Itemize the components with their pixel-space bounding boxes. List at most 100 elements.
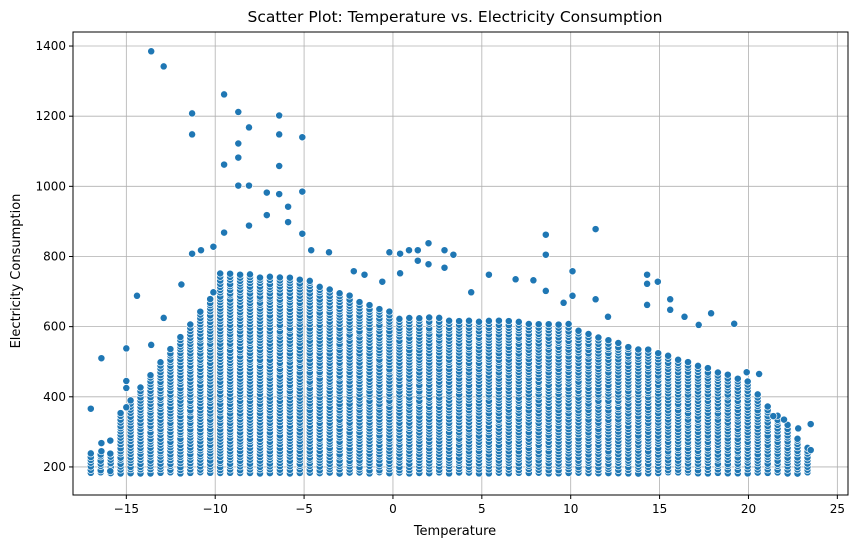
data-point bbox=[449, 250, 458, 259]
data-point bbox=[262, 188, 271, 197]
data-point bbox=[594, 333, 603, 342]
data-point bbox=[484, 316, 493, 325]
y-tick-label: 200 bbox=[43, 460, 66, 474]
data-point bbox=[245, 181, 253, 190]
data-point bbox=[666, 295, 675, 304]
data-point bbox=[440, 263, 449, 272]
data-point bbox=[524, 320, 533, 328]
data-point bbox=[126, 396, 135, 405]
data-point bbox=[541, 230, 550, 239]
data-point bbox=[196, 307, 205, 316]
data-point bbox=[106, 449, 115, 458]
data-point bbox=[245, 123, 253, 132]
data-point bbox=[425, 313, 434, 322]
data-point bbox=[122, 344, 131, 353]
data-point bbox=[455, 317, 464, 326]
data-point bbox=[246, 270, 254, 279]
data-point bbox=[116, 409, 125, 418]
data-point bbox=[284, 218, 293, 227]
data-point bbox=[780, 415, 788, 424]
data-point bbox=[220, 160, 229, 169]
data-point bbox=[295, 275, 304, 284]
data-point bbox=[209, 288, 218, 297]
data-point bbox=[365, 301, 374, 310]
data-point bbox=[396, 269, 405, 278]
data-point bbox=[147, 340, 156, 349]
x-tick-label: 15 bbox=[652, 502, 667, 516]
data-point bbox=[405, 246, 413, 255]
x-tick-label: 10 bbox=[563, 502, 578, 516]
data-point bbox=[559, 298, 568, 307]
chart-title: Scatter Plot: Temperature vs. Electricit… bbox=[247, 8, 662, 26]
data-point bbox=[106, 467, 115, 476]
data-point bbox=[680, 312, 689, 321]
y-tick-label: 600 bbox=[43, 320, 66, 334]
data-point bbox=[529, 276, 538, 285]
data-point bbox=[723, 370, 732, 379]
data-point bbox=[435, 313, 444, 322]
data-point bbox=[504, 317, 513, 326]
data-point bbox=[653, 277, 662, 286]
data-point bbox=[604, 312, 612, 321]
data-point bbox=[275, 162, 284, 170]
data-point bbox=[284, 202, 293, 211]
data-point bbox=[234, 139, 243, 148]
data-point bbox=[97, 447, 106, 456]
data-point bbox=[806, 446, 815, 455]
data-point bbox=[325, 248, 333, 257]
data-point bbox=[475, 317, 483, 326]
data-point bbox=[275, 273, 284, 282]
data-point bbox=[624, 343, 633, 352]
data-point bbox=[494, 316, 503, 325]
data-point bbox=[122, 384, 131, 392]
axis-ticks: −15 −10 −5 0 5 10 15 20 25 200 400 600 800 1000 1200 14… bbox=[35, 39, 845, 516]
data-point bbox=[234, 108, 243, 116]
data-point bbox=[375, 305, 384, 314]
data-point bbox=[106, 436, 115, 445]
data-point bbox=[707, 309, 716, 318]
data-point bbox=[534, 320, 543, 329]
data-point bbox=[378, 277, 387, 286]
data-point bbox=[666, 305, 675, 314]
data-point bbox=[122, 377, 131, 385]
data-point bbox=[188, 130, 197, 139]
data-point bbox=[514, 317, 523, 326]
data-point bbox=[186, 320, 195, 329]
data-point bbox=[360, 270, 369, 279]
data-point bbox=[694, 361, 702, 370]
data-point bbox=[794, 424, 803, 433]
data-point bbox=[568, 267, 577, 276]
data-point bbox=[166, 345, 175, 354]
data-point bbox=[664, 351, 673, 360]
data-point bbox=[298, 187, 307, 196]
data-point bbox=[684, 358, 692, 367]
data-point bbox=[159, 62, 168, 71]
y-axis-label: Electricity Consumption bbox=[9, 194, 24, 349]
data-point bbox=[262, 211, 271, 220]
data-point bbox=[122, 403, 131, 412]
data-point bbox=[234, 153, 243, 162]
data-point bbox=[643, 270, 652, 279]
data-point bbox=[769, 412, 778, 421]
data-point bbox=[634, 345, 643, 354]
data-point bbox=[644, 345, 653, 354]
data-point bbox=[541, 286, 550, 295]
x-tick-label: 5 bbox=[478, 502, 486, 516]
data-point bbox=[415, 314, 424, 323]
x-tick-label: −15 bbox=[114, 502, 139, 516]
data-point bbox=[335, 289, 344, 298]
data-point bbox=[440, 246, 449, 255]
data-point bbox=[413, 246, 422, 255]
data-point bbox=[206, 295, 215, 304]
data-point bbox=[325, 285, 334, 294]
data-point bbox=[298, 133, 307, 142]
y-tick-label: 800 bbox=[43, 249, 66, 263]
data-point bbox=[755, 370, 764, 378]
data-point bbox=[544, 320, 553, 329]
data-point bbox=[763, 402, 772, 411]
data-point bbox=[188, 109, 197, 118]
data-point bbox=[730, 319, 739, 328]
data-point bbox=[467, 288, 476, 297]
x-tick-label: 0 bbox=[389, 502, 397, 516]
data-point bbox=[753, 390, 762, 399]
